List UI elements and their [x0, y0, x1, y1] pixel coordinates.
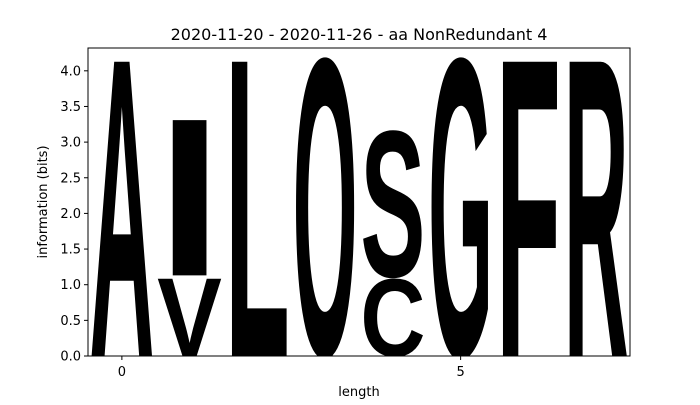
- plot-area: [88, 48, 630, 356]
- y-tick-label: 0.0: [60, 350, 81, 365]
- logo-letter-v-pos1: V: [157, 256, 222, 381]
- y-tick-label: 2.5: [60, 171, 81, 186]
- glyph-layer: A VI L Q CS G F R: [89, 0, 629, 400]
- y-tick-label: 1.0: [60, 278, 81, 293]
- logo-letter-s-pos4: S: [360, 86, 425, 321]
- y-tick-label: 1.5: [60, 243, 81, 258]
- logo-letter-l-pos2: L: [225, 0, 290, 400]
- y-tick-label: 0.5: [60, 314, 81, 329]
- axis-layer: 0.0 0.5 1.0 1.5 2.0 2.5 3.0 3.5 4.0 0 5: [60, 64, 464, 380]
- logo-letter-q-pos3: Q: [293, 0, 358, 400]
- y-tick-label: 3.0: [60, 136, 81, 151]
- plot-frame: [87, 47, 631, 357]
- logo-letter-f-pos6: F: [496, 0, 561, 400]
- y-axis-label: information (bits): [36, 145, 51, 258]
- x-tick-label: 5: [456, 365, 464, 380]
- x-axis-label: length: [338, 385, 379, 400]
- y-tick-label: 4.0: [60, 64, 81, 79]
- y-tick-label: 2.0: [60, 207, 81, 222]
- logo-letter-i-pos1: I: [157, 71, 222, 323]
- logo-letter-c-pos4: C: [360, 257, 425, 380]
- y-tick-label: 3.5: [60, 100, 81, 115]
- logo-letter-g-pos5: G: [428, 0, 493, 400]
- chart-title: 2020-11-20 - 2020-11-26 - aa NonRedundan…: [171, 25, 548, 44]
- logo-letter-r-pos7: R: [564, 0, 629, 400]
- logo-letter-a-pos0: A: [89, 0, 154, 400]
- x-tick-label: 0: [118, 365, 126, 380]
